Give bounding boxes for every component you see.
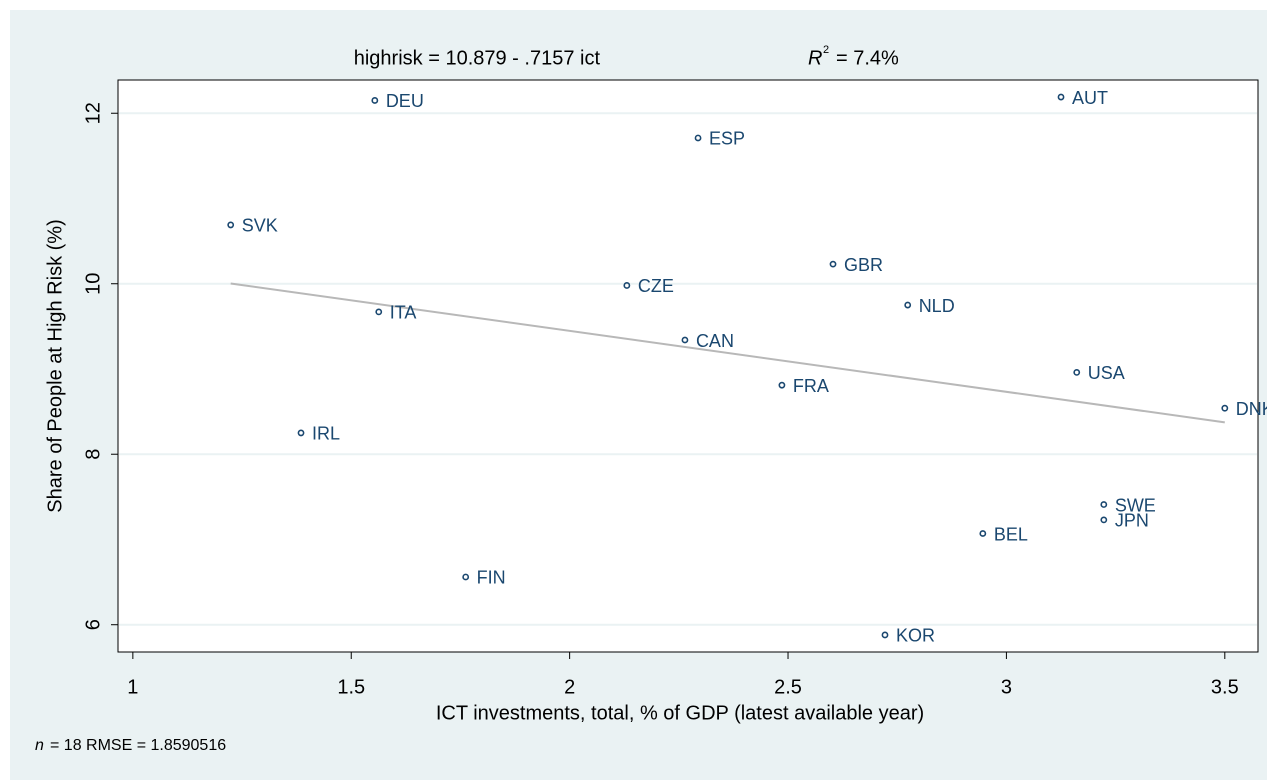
point (904, 301, 912, 309)
point (1073, 368, 1081, 376)
point-label: DNK (1236, 399, 1267, 419)
point (1100, 516, 1108, 524)
point (694, 134, 702, 142)
y-tick-label: 6 (82, 619, 104, 630)
fit-line (230, 282, 1225, 424)
r2-symbol: R (808, 47, 822, 69)
x-axis-label: ICT investments, total, % of GDP (latest… (436, 702, 924, 724)
point (375, 308, 383, 316)
r2-text: = 7.4% (836, 47, 899, 69)
note: = 18 RMSE = 1.8590516 (50, 737, 226, 754)
x-tick-label: 3 (1001, 676, 1012, 698)
x-tick-label: 1 (127, 676, 138, 698)
point (297, 429, 305, 437)
y-axis-label: Share of People at High Risk (%) (44, 219, 66, 512)
point (681, 336, 689, 344)
point (371, 97, 379, 104)
point (778, 381, 786, 389)
point-label: BEL (994, 524, 1028, 544)
x-tick-label: 2 (564, 676, 575, 698)
x-tick-label: 2.5 (774, 676, 802, 698)
point-label: GBR (844, 255, 883, 275)
point (881, 631, 889, 639)
point-label: DEU (386, 91, 424, 111)
y-tick-label: 8 (82, 449, 104, 460)
point-label: KOR (896, 626, 935, 646)
point-label: NLD (919, 296, 955, 316)
y-tick-label: 12 (82, 102, 104, 124)
point-label: ESP (709, 129, 745, 149)
r2-exponent: 2 (823, 44, 829, 56)
x-tick-label: 3.5 (1211, 676, 1239, 698)
point-label: AUT (1072, 88, 1108, 108)
plot-area (117, 79, 1259, 653)
point-label: JPN (1115, 511, 1149, 531)
point (829, 260, 837, 268)
point (462, 573, 470, 581)
chart-title: highrisk = 10.879 - .7157 ict (354, 47, 601, 69)
point-label: CAN (696, 331, 734, 351)
note-n: n (35, 737, 44, 754)
point-label: SVK (242, 216, 278, 236)
point-label: FIN (477, 568, 506, 588)
point (979, 530, 987, 537)
y-tick-label: 10 (82, 273, 104, 295)
point-label: IRL (312, 424, 340, 444)
point-label: USA (1088, 363, 1125, 383)
point (1221, 404, 1229, 412)
point (623, 282, 631, 289)
point-label: CZE (638, 276, 674, 296)
point (1057, 93, 1065, 101)
point-label: FRA (793, 376, 829, 396)
point-label: ITA (390, 303, 417, 323)
x-tick-label: 1.5 (337, 676, 365, 698)
point (227, 221, 235, 229)
point-label: SWE (1115, 495, 1156, 515)
point (1100, 501, 1108, 508)
